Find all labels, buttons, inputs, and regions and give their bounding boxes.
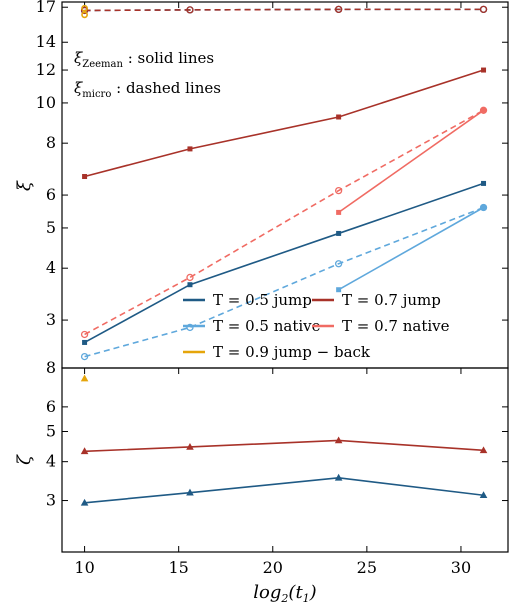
y-tick-label: 14 xyxy=(36,32,56,51)
y-tick-label: 5 xyxy=(46,218,56,237)
y-tick-label: 3 xyxy=(46,491,56,510)
x-tick-label: 10 xyxy=(74,558,94,577)
y-axis-title: ζ xyxy=(14,454,35,465)
series-line xyxy=(84,109,484,336)
series-line xyxy=(338,109,484,214)
series-line xyxy=(84,182,484,344)
legend: T = 0.5 jump T = 0.7 jump T = 0.5 native T … xyxy=(183,291,450,361)
y-tick-label: 12 xyxy=(36,60,56,79)
data-point xyxy=(479,446,488,454)
x-tick-label: 25 xyxy=(357,558,377,577)
data-point xyxy=(336,209,342,215)
data-point xyxy=(187,146,193,152)
data-point xyxy=(479,491,488,499)
data-point xyxy=(479,106,488,114)
y-tick-label: 3 xyxy=(46,310,56,329)
data-point xyxy=(479,203,488,212)
series-line xyxy=(84,8,484,12)
data-point xyxy=(334,473,343,481)
series-line xyxy=(84,69,484,178)
data-point xyxy=(481,67,487,73)
data-point xyxy=(334,436,343,444)
data-point xyxy=(82,174,88,180)
legend-label: T = 0.7 native xyxy=(342,317,450,335)
data-point xyxy=(186,488,194,496)
data-point xyxy=(336,114,342,120)
data-point xyxy=(81,4,88,12)
x-tick-label: 20 xyxy=(263,558,283,577)
data-point xyxy=(80,330,89,339)
data-point xyxy=(80,374,89,382)
data-point xyxy=(82,339,88,345)
series-line xyxy=(84,439,484,453)
legend-label: T = 0.5 jump xyxy=(213,291,312,309)
y-tick-label: 10 xyxy=(36,93,56,112)
x-tick-label: 30 xyxy=(451,558,471,577)
y-tick-label: 8 xyxy=(46,358,56,377)
y-tick-label: 4 xyxy=(46,452,56,471)
series-line xyxy=(84,206,484,358)
legend-label: T = 0.7 jump xyxy=(342,291,441,309)
data-point xyxy=(334,260,343,268)
data-point xyxy=(81,11,88,19)
data-point xyxy=(187,282,193,288)
data-point xyxy=(186,6,194,14)
y-axis-title: ξ xyxy=(14,180,35,191)
bottom-axes-frame xyxy=(61,367,509,553)
bottom-panel: 3 4 5 6 8 10 15 20 25 30 ζ log2(t1) xyxy=(14,358,509,605)
y-tick-label: 17 xyxy=(36,0,56,16)
legend-label: T = 0.5 native xyxy=(213,317,321,335)
series-line xyxy=(84,476,484,504)
annotation-text: ξZeeman : solid lines xyxy=(74,49,214,70)
data-point xyxy=(80,6,89,15)
x-tick-label: 15 xyxy=(168,558,188,577)
data-point xyxy=(80,352,89,361)
y-tick-label: 4 xyxy=(46,258,56,277)
annotation-text: ξmicro : dashed lines xyxy=(74,79,221,100)
series-line xyxy=(84,8,484,12)
x-axis-title: log2(t1) xyxy=(253,582,316,605)
y-tick-label: 8 xyxy=(46,133,56,152)
data-point xyxy=(186,442,194,450)
data-point xyxy=(336,287,342,293)
data-point xyxy=(334,186,343,195)
data-point xyxy=(80,498,89,506)
y-tick-label: 5 xyxy=(46,422,56,441)
data-point xyxy=(481,107,487,113)
legend-label: T = 0.9 jump − back xyxy=(213,343,371,361)
y-tick-label: 6 xyxy=(46,185,56,204)
series-line xyxy=(338,206,484,291)
data-point xyxy=(481,205,487,211)
top-panel: 3 4 5 6 8 10 12 14 17 ξZeeman : solid lines ξmicro… xyxy=(14,0,509,369)
data-point xyxy=(336,230,342,236)
data-point xyxy=(186,323,194,332)
y-tick-label: 6 xyxy=(46,397,56,416)
data-point xyxy=(334,5,343,14)
data-point xyxy=(186,273,194,282)
data-point xyxy=(479,5,488,14)
data-point xyxy=(80,447,89,455)
data-point xyxy=(481,180,487,186)
